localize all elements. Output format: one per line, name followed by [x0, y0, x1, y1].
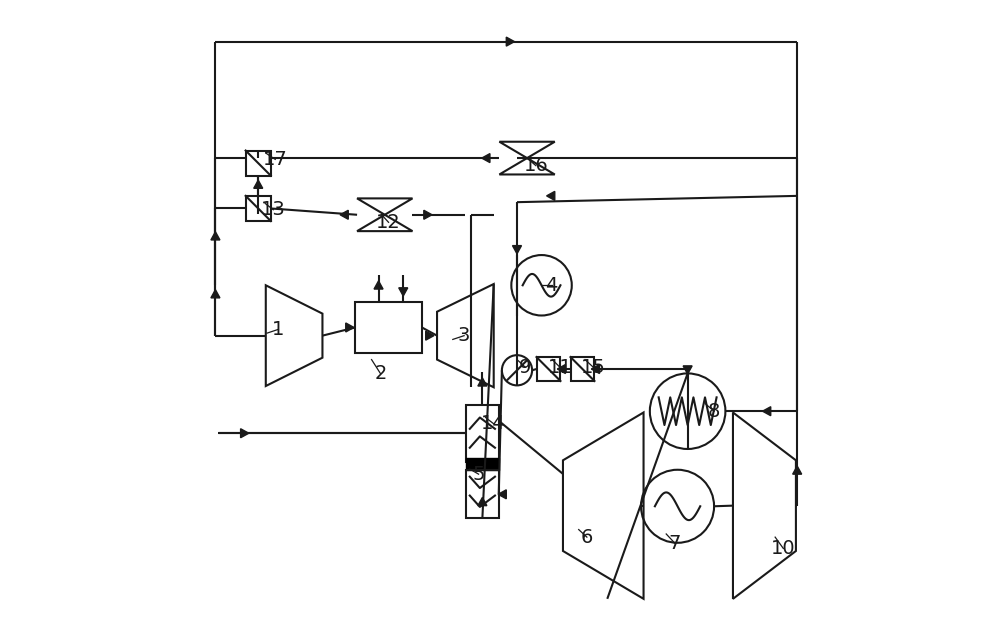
Polygon shape [763, 407, 771, 416]
Text: 17: 17 [263, 150, 288, 169]
Text: 14: 14 [481, 415, 506, 433]
Text: 8: 8 [708, 402, 720, 421]
Text: 15: 15 [581, 358, 606, 377]
Polygon shape [374, 281, 383, 289]
Polygon shape [793, 466, 802, 474]
Polygon shape [512, 245, 522, 254]
Polygon shape [211, 232, 220, 240]
Polygon shape [557, 365, 565, 374]
Bar [246, 196, 271, 221]
Bar [571, 357, 594, 381]
Polygon shape [340, 210, 348, 219]
Polygon shape [478, 378, 487, 386]
Polygon shape [498, 490, 506, 499]
Text: 10: 10 [771, 539, 796, 558]
Polygon shape [506, 37, 514, 46]
Text: 16: 16 [524, 156, 548, 175]
Bar [355, 302, 422, 353]
Text: 3: 3 [458, 326, 470, 345]
Polygon shape [482, 153, 490, 163]
Polygon shape [683, 366, 692, 374]
Bar [466, 470, 499, 518]
Text: 6: 6 [581, 528, 593, 546]
Text: 9: 9 [519, 358, 531, 377]
Text: 11: 11 [547, 358, 572, 377]
Text: 13: 13 [261, 200, 286, 219]
Polygon shape [399, 288, 408, 296]
Bar [466, 405, 499, 461]
Polygon shape [211, 290, 220, 298]
Text: 1: 1 [272, 320, 285, 339]
Polygon shape [346, 323, 354, 332]
Text: 4: 4 [545, 276, 558, 295]
Polygon shape [424, 210, 432, 219]
Polygon shape [478, 497, 487, 505]
Text: 12: 12 [376, 213, 401, 232]
Polygon shape [426, 331, 434, 340]
Polygon shape [547, 191, 555, 201]
Polygon shape [241, 428, 249, 438]
Text: 2: 2 [374, 364, 387, 383]
Bar [537, 357, 560, 381]
Polygon shape [591, 365, 599, 374]
Bar [246, 151, 271, 175]
Text: 7: 7 [669, 534, 681, 553]
Polygon shape [254, 180, 263, 188]
Text: 5: 5 [472, 464, 485, 484]
